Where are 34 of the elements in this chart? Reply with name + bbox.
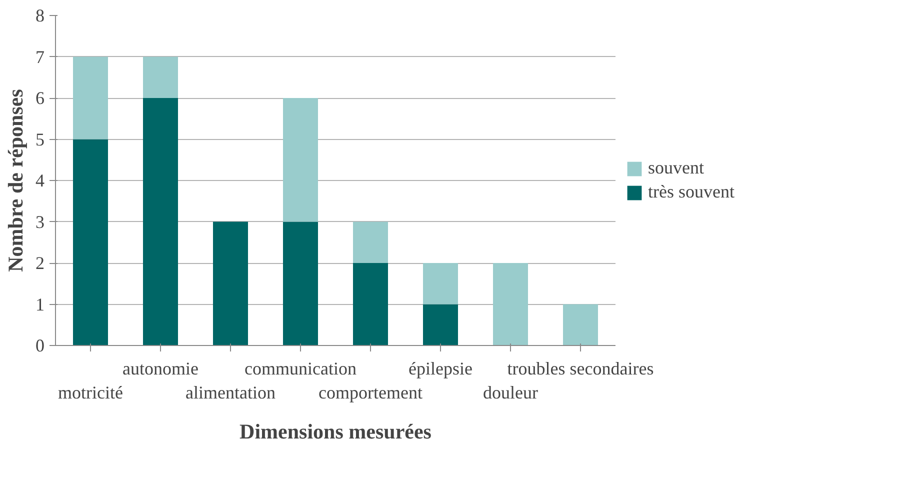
x-tick-label: autonomie	[122, 358, 198, 378]
bar	[283, 222, 318, 346]
y-tick-label: 1	[36, 294, 44, 314]
y-tick-label: 7	[36, 46, 44, 67]
x-tick-label: communication	[244, 358, 356, 378]
bar	[353, 222, 388, 263]
y-tick-label: 0	[36, 336, 44, 356]
bar	[423, 263, 458, 304]
x-tick-label: épilepsie	[408, 358, 472, 378]
bar	[563, 304, 598, 346]
y-tick-label: 5	[36, 129, 44, 150]
x-tick-label: alimentation	[186, 382, 276, 402]
bar	[143, 56, 178, 98]
legend-label: souvent	[648, 158, 704, 178]
legend-label: très souvent	[648, 182, 734, 202]
bar	[213, 222, 248, 346]
x-axis-title: Dimensions mesurées	[240, 420, 432, 444]
bar	[73, 139, 108, 346]
y-tick-label: 8	[36, 6, 44, 26]
y-tick-label: 4	[36, 170, 44, 190]
x-tick-label: comportement	[318, 382, 422, 402]
x-tick-label: motricité	[58, 382, 123, 402]
y-tick-label: 3	[36, 212, 44, 232]
bar	[493, 263, 528, 346]
bar	[73, 56, 108, 140]
y-axis-title: Nombre de réponses	[4, 89, 28, 272]
x-tick-label: troubles secondaires	[507, 358, 654, 378]
bar	[353, 263, 388, 346]
y-tick-label: 6	[36, 88, 44, 108]
bar	[283, 98, 318, 222]
bar	[143, 98, 178, 346]
y-tick-label: 2	[36, 253, 44, 273]
x-tick-label: douleur	[483, 382, 538, 402]
bar	[423, 304, 458, 346]
